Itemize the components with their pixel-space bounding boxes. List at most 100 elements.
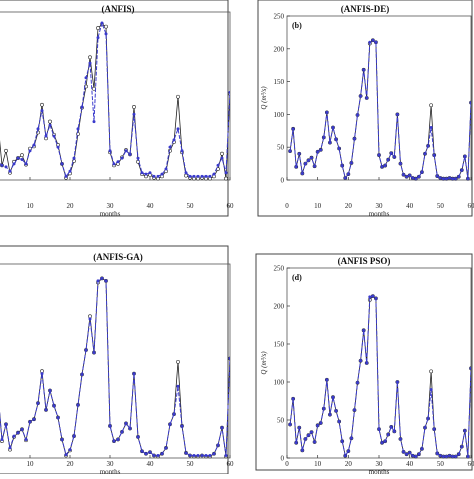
data-point-model (436, 452, 439, 455)
data-point-model (89, 62, 92, 65)
data-point-model (1, 164, 4, 167)
data-point-model (466, 455, 469, 458)
data-point-model (221, 157, 224, 160)
data-point-model (137, 435, 140, 438)
y-tick-label: 0 (281, 177, 285, 185)
data-point-model (161, 173, 164, 176)
data-point-model (411, 454, 414, 457)
x-tick-label: 60 (227, 460, 235, 468)
data-point-model (221, 426, 224, 429)
series-line-observed (290, 40, 471, 178)
data-point-model (289, 423, 292, 426)
data-point-model (5, 423, 8, 426)
x-tick-label: 0 (285, 460, 289, 468)
data-point-model (332, 396, 335, 399)
data-point-model (193, 175, 196, 178)
data-point-model (73, 157, 76, 160)
data-point-model (61, 438, 64, 441)
x-tick-label: 50 (437, 202, 445, 210)
data-point-model (405, 175, 408, 178)
data-point-model (335, 138, 338, 141)
chart-title: (ANFIS-DE) (341, 4, 390, 14)
data-point-model (45, 135, 48, 138)
x-tick-label: 0 (285, 202, 289, 210)
data-point-model (338, 147, 341, 150)
data-point-model (436, 175, 439, 178)
data-point-model (341, 440, 344, 443)
data-point-model (319, 148, 322, 151)
data-point-model (350, 437, 353, 440)
data-point-model (57, 146, 60, 149)
data-point-model (105, 279, 108, 282)
data-point-model (347, 173, 350, 176)
data-point-observed (430, 370, 433, 373)
data-point-model (133, 113, 136, 116)
data-point-model (37, 402, 40, 405)
data-point-model (89, 317, 92, 320)
data-point-model (53, 135, 56, 138)
x-tick-label: 20 (345, 460, 353, 468)
data-point-model (129, 427, 132, 430)
data-point-model (129, 153, 132, 156)
data-point-model (157, 175, 160, 178)
data-point-model (387, 433, 390, 436)
x-tick-label: 40 (406, 460, 414, 468)
data-point-model (197, 454, 200, 457)
data-point-model (424, 152, 427, 155)
data-point-model (213, 452, 216, 455)
data-point-model (408, 451, 411, 454)
data-point-model (149, 171, 152, 174)
data-point-model (408, 174, 411, 177)
panel-frame (0, 0, 228, 216)
data-point-model (97, 279, 100, 282)
data-point-model (33, 418, 36, 421)
data-point-model (384, 164, 387, 167)
data-point-model (433, 154, 436, 157)
data-point-model (439, 177, 442, 180)
data-point-model (335, 409, 338, 412)
data-point-model (310, 156, 313, 159)
plot-area (0, 264, 230, 458)
y-tick-label: 200 (274, 45, 285, 53)
y-tick-label: 250 (274, 265, 285, 273)
data-point-model (454, 455, 457, 458)
data-point-model (439, 454, 442, 457)
y-tick-label: 150 (274, 78, 285, 86)
data-point-model (17, 431, 20, 434)
data-point-model (225, 171, 228, 174)
data-point-model (328, 413, 331, 416)
x-tick-label: 10 (314, 202, 322, 210)
x-tick-label: 20 (345, 202, 353, 210)
y-tick-label: 0 (281, 455, 285, 463)
series-model (289, 295, 473, 458)
x-tick-label: 50 (187, 460, 195, 468)
data-point-model (125, 422, 128, 425)
data-point-model (322, 407, 325, 410)
data-point-model (121, 157, 124, 160)
data-point-model (149, 451, 152, 454)
data-point-model (65, 453, 68, 456)
data-point-model (368, 41, 371, 44)
data-point-model (65, 175, 68, 178)
data-point-model (9, 446, 12, 449)
data-point-model (463, 429, 466, 432)
data-point-model (325, 111, 328, 114)
data-point-model (390, 425, 393, 428)
series-model (289, 39, 473, 180)
data-point-model (365, 97, 368, 100)
data-point-model (85, 76, 88, 79)
data-point-model (117, 438, 120, 441)
data-point-model (189, 175, 192, 178)
data-point-model (301, 449, 304, 452)
x-tick-label: 20 (67, 460, 75, 468)
x-tick-label: 30 (107, 202, 115, 210)
data-point-model (69, 448, 72, 451)
data-point-model (451, 177, 454, 180)
data-point-observed (224, 177, 227, 180)
data-point-observed (20, 154, 23, 157)
data-point-model (125, 149, 128, 152)
panel-frame (258, 0, 472, 216)
data-point-model (9, 170, 12, 173)
data-point-model (325, 378, 328, 381)
